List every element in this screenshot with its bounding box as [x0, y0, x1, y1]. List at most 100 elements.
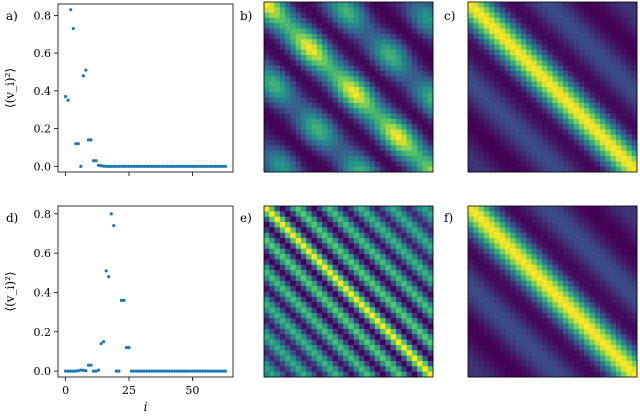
plot-d-point [180, 369, 184, 373]
heat-f-cell [600, 206, 606, 212]
heat-f-cell [594, 232, 601, 239]
heat-f-cell [621, 344, 627, 351]
heat-c-cell [557, 87, 564, 93]
heat-f-cell [504, 238, 511, 244]
heat-f-cell [531, 360, 538, 367]
heat-b-cell [337, 124, 344, 130]
heat-e-cell [337, 371, 344, 378]
heat-c-cell [473, 97, 479, 104]
heat-b-cell [311, 60, 318, 67]
heat-e-cell [274, 280, 281, 287]
heat-f-cell [626, 211, 633, 218]
heat-e-cell [306, 344, 312, 351]
heat-e-cell [380, 275, 386, 282]
heat-b-cell [406, 118, 413, 125]
heat-e-cell [332, 307, 339, 314]
heat-e-cell [300, 328, 307, 335]
heat-f-cell [563, 291, 569, 298]
heat-f-cell [557, 216, 564, 223]
heat-e-cell [369, 296, 376, 303]
heat-b-cell [359, 65, 365, 72]
heat-c-cell [531, 17, 538, 24]
heat-b-cell [290, 71, 297, 77]
heat-e-cell [396, 350, 402, 357]
heat-c-cell [520, 113, 527, 120]
heat-e-cell [295, 371, 302, 378]
heat-e-cell [427, 227, 434, 234]
heat-e-cell [401, 334, 407, 340]
heat-e-cell [427, 371, 434, 378]
heat-e-cell [422, 366, 429, 373]
heat-e-cell [406, 350, 413, 357]
heat-e-cell [401, 318, 407, 324]
heat-f-cell [531, 323, 538, 330]
heat-e-cell [380, 216, 386, 223]
heat-f-cell [631, 339, 638, 346]
heat-e-cell [364, 259, 371, 266]
heat-b-cell [359, 55, 365, 61]
heat-c-cell [605, 156, 611, 162]
heat-b-cell [348, 23, 355, 29]
heat-f-cell [605, 323, 611, 330]
heat-f-cell [499, 339, 506, 346]
heat-e-cell [422, 248, 429, 255]
heat-b-cell [401, 2, 407, 8]
heat-b-cell [374, 33, 381, 40]
heat-b-cell [427, 97, 434, 104]
heat-e-cell [311, 344, 318, 351]
heat-e-cell [359, 350, 365, 357]
heat-b-cell [264, 161, 270, 168]
heat-f-cell [478, 323, 485, 330]
heat-b-cell [322, 17, 328, 24]
heat-c-cell [563, 156, 569, 162]
heat-b-cell [369, 17, 376, 24]
heat-c-cell [594, 129, 601, 136]
heat-e-cell [353, 307, 360, 314]
heat-f-cell [621, 291, 627, 298]
heat-b-cell [300, 87, 307, 93]
heat-b-cell [417, 124, 423, 130]
heat-b-cell [390, 33, 397, 40]
heat-b-cell [385, 81, 392, 88]
heat-b-cell [411, 92, 418, 99]
heat-e-cell [290, 216, 297, 223]
heat-e-cell [417, 312, 423, 319]
heat-f-cell [520, 312, 527, 319]
heat-f-cell [536, 286, 543, 292]
heat-b-cell [417, 166, 423, 173]
heat-e-cell [343, 243, 349, 250]
plot-d-point [66, 369, 70, 373]
heat-e-cell [337, 334, 344, 340]
heat-e-cell [295, 216, 302, 223]
heat-e-cell [369, 355, 376, 362]
heat-f-cell [531, 280, 538, 287]
heat-f-cell [563, 270, 569, 276]
heat-c-cell [504, 140, 511, 146]
heat-b-cell [396, 81, 402, 88]
heat-b-cell [411, 23, 418, 29]
heat-f-cell [483, 243, 490, 250]
heat-c-cell [605, 108, 611, 114]
heat-f-cell [552, 232, 559, 239]
heat-f-cell [584, 275, 590, 282]
heat-b-cell [422, 44, 429, 51]
heat-e-cell [380, 318, 386, 324]
heat-b-cell [279, 44, 286, 51]
heat-e-cell [300, 254, 307, 260]
heat-e-cell [343, 350, 349, 357]
heat-f-cell [478, 254, 485, 260]
plot-a-point [221, 164, 225, 168]
heat-e-cell [332, 275, 339, 282]
heat-c-cell [510, 129, 516, 136]
heat-f-cell [468, 366, 474, 373]
heat-b-cell [306, 134, 312, 141]
plot-d-point [64, 369, 68, 373]
heat-c-cell [536, 97, 543, 104]
heat-c-cell [615, 39, 622, 45]
heat-b-cell [295, 118, 302, 125]
heat-f-cell [541, 211, 548, 218]
heat-e-cell [269, 227, 275, 234]
heat-e-cell [374, 318, 381, 324]
heat-b-cell [422, 92, 429, 99]
heat-b-cell [306, 124, 312, 130]
